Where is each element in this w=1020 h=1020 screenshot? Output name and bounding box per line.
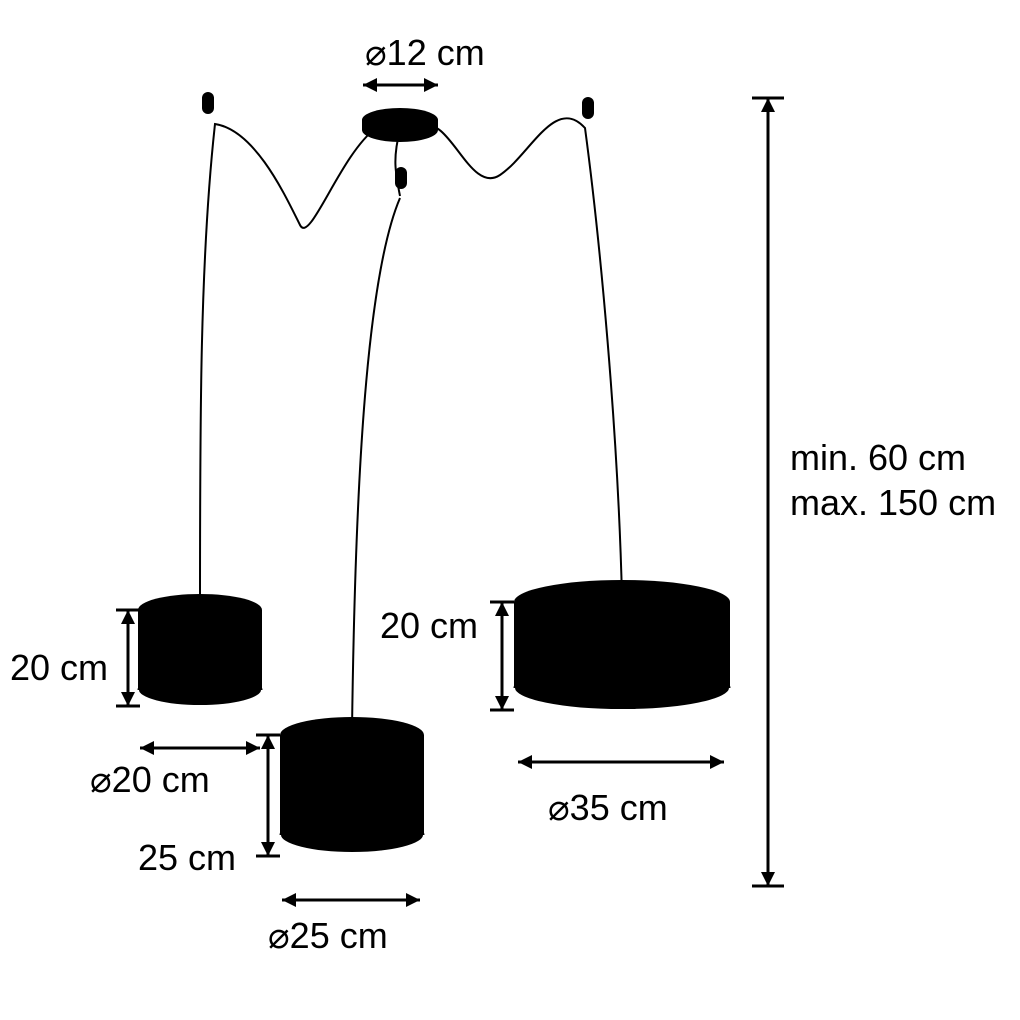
shade-large xyxy=(514,580,730,710)
shade-mid-height-label: 25 cm xyxy=(138,837,236,878)
ceiling-hook-0 xyxy=(202,92,214,114)
shade-small-height-label: 20 cm xyxy=(10,647,108,688)
shade-small-diameter-label: ⌀20 cm xyxy=(90,759,210,800)
cord-right xyxy=(422,118,622,598)
shade-mid xyxy=(280,717,424,853)
overall-height-label-1: max. 150 cm xyxy=(790,482,996,523)
ceiling-diameter-label: ⌀12 cm xyxy=(365,32,485,73)
overall-height-label-0: min. 60 cm xyxy=(790,437,966,478)
shade-large-height-label: 20 cm xyxy=(380,605,478,646)
shade-mid-diameter-label: ⌀25 cm xyxy=(268,915,388,956)
shade-large-diameter-label: ⌀35 cm xyxy=(548,787,668,828)
ceiling-hook-1 xyxy=(395,167,407,189)
ceiling-hook-2 xyxy=(582,97,594,119)
cord-left xyxy=(200,124,376,605)
lamp-dimension-diagram: ⌀12 cm 20 cm ⌀20 cm 25 cm ⌀25 cm 20 cm ⌀35 cm m… xyxy=(0,0,1020,1020)
shade-small xyxy=(138,594,262,706)
